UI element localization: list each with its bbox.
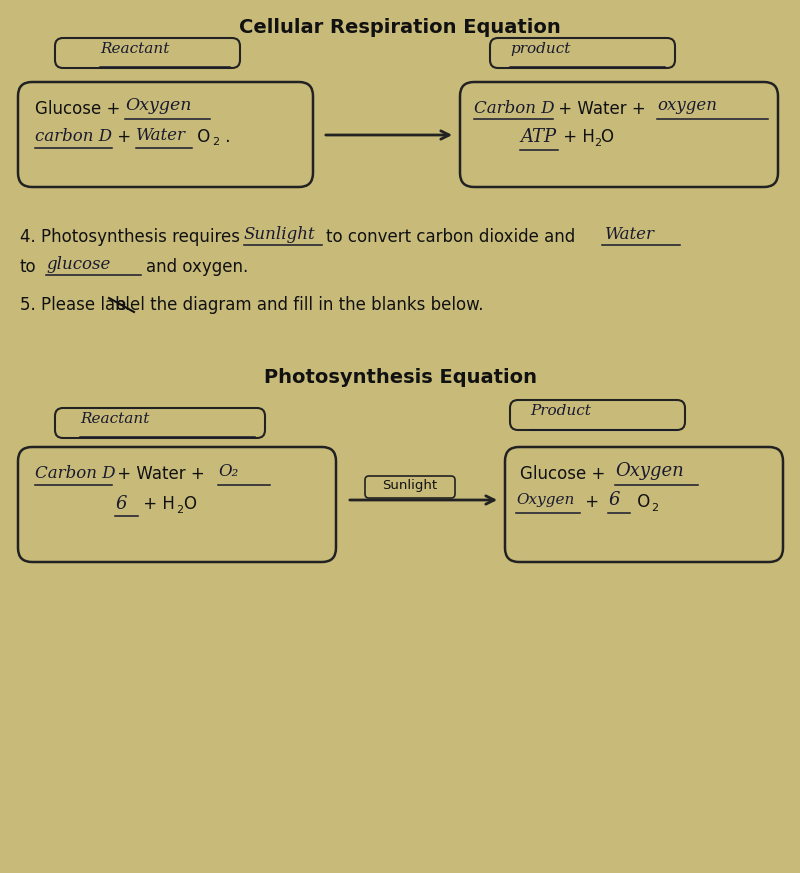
FancyBboxPatch shape xyxy=(460,82,778,187)
Text: Water: Water xyxy=(136,127,186,144)
Text: 2: 2 xyxy=(651,503,658,513)
Text: el: el xyxy=(115,296,130,314)
Text: Oxygen: Oxygen xyxy=(125,97,191,114)
Text: to convert carbon dioxide and: to convert carbon dioxide and xyxy=(326,228,575,246)
Text: 2: 2 xyxy=(594,138,601,148)
FancyBboxPatch shape xyxy=(510,400,685,430)
Text: 2: 2 xyxy=(176,505,183,515)
Text: Reactant: Reactant xyxy=(80,412,150,426)
Text: Sunlight: Sunlight xyxy=(244,226,316,243)
Text: 5. Please lab: 5. Please lab xyxy=(20,296,126,314)
Text: 2: 2 xyxy=(212,137,219,147)
Text: Carbon D: Carbon D xyxy=(35,465,116,482)
Text: el the diagram and fill in the blanks below.: el the diagram and fill in the blanks be… xyxy=(130,296,483,314)
Text: carbon D: carbon D xyxy=(35,128,112,145)
Text: O: O xyxy=(183,495,196,513)
Text: ATP: ATP xyxy=(520,128,556,146)
FancyBboxPatch shape xyxy=(490,38,675,68)
Text: Reactant: Reactant xyxy=(100,42,170,56)
Text: O: O xyxy=(632,493,650,511)
Text: + Water +: + Water + xyxy=(112,465,210,483)
Text: Sunlight: Sunlight xyxy=(382,479,438,492)
Text: Oxygen: Oxygen xyxy=(516,493,574,507)
Text: Oxygen: Oxygen xyxy=(615,462,684,480)
FancyBboxPatch shape xyxy=(18,447,336,562)
FancyBboxPatch shape xyxy=(505,447,783,562)
Text: 6: 6 xyxy=(608,491,619,509)
Text: Carbon D: Carbon D xyxy=(474,100,554,117)
Text: Product: Product xyxy=(530,404,591,418)
FancyBboxPatch shape xyxy=(18,82,313,187)
Text: glucose: glucose xyxy=(46,256,110,273)
Text: Glucose +: Glucose + xyxy=(520,465,610,483)
Text: product: product xyxy=(510,42,570,56)
Text: and oxygen.: and oxygen. xyxy=(146,258,248,276)
Text: .: . xyxy=(220,128,230,146)
Text: + H: + H xyxy=(138,495,175,513)
Text: O₂: O₂ xyxy=(218,463,238,480)
Text: + Water +: + Water + xyxy=(553,100,651,118)
Text: to: to xyxy=(20,258,37,276)
Text: +: + xyxy=(580,493,610,511)
Text: Glucose +: Glucose + xyxy=(35,100,126,118)
Text: O: O xyxy=(192,128,210,146)
Text: +: + xyxy=(112,128,142,146)
FancyBboxPatch shape xyxy=(55,408,265,438)
Text: O: O xyxy=(600,128,613,146)
Text: oxygen: oxygen xyxy=(657,97,717,114)
FancyBboxPatch shape xyxy=(55,38,240,68)
Text: 6: 6 xyxy=(115,495,126,513)
Text: Cellular Respiration Equation: Cellular Respiration Equation xyxy=(239,18,561,37)
Text: 4. Photosynthesis requires: 4. Photosynthesis requires xyxy=(20,228,240,246)
Text: Water: Water xyxy=(605,226,655,243)
Text: Photosynthesis Equation: Photosynthesis Equation xyxy=(263,368,537,387)
FancyBboxPatch shape xyxy=(365,476,455,498)
Text: + H: + H xyxy=(558,128,595,146)
